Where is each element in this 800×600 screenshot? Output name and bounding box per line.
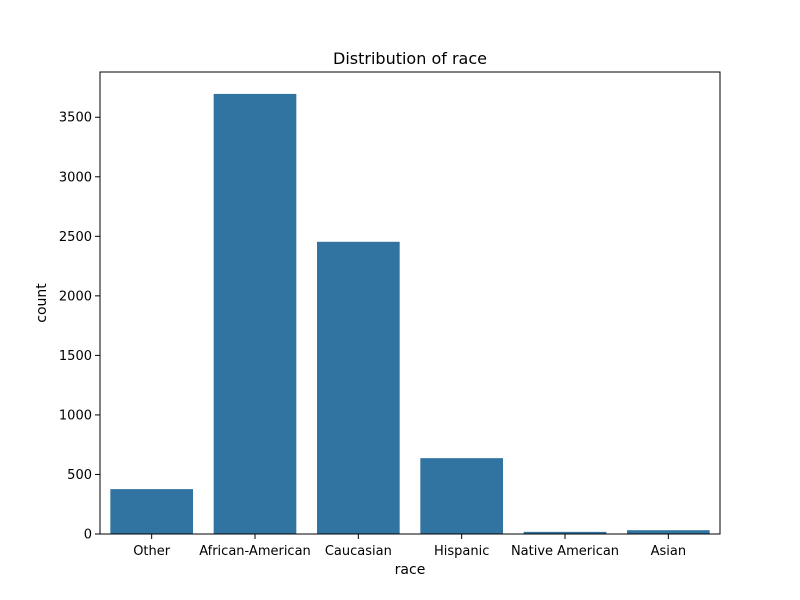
y-tick-label: 3000 (59, 170, 92, 185)
y-tick-label: 2000 (59, 289, 92, 304)
bar-native-american (523, 531, 607, 534)
y-tick-label: 2500 (59, 230, 92, 245)
x-tick-label: Asian (651, 544, 686, 559)
y-tick-label: 1000 (59, 408, 92, 423)
y-axis: 0 500 1000 1500 2000 2500 3000 3500 (59, 111, 100, 543)
y-tick-label: 3500 (59, 111, 92, 126)
x-tick-label: Caucasian (325, 544, 392, 559)
x-tick-label: Other (133, 544, 171, 559)
y-tick-label: 500 (67, 468, 92, 483)
chart-title: Distribution of race (333, 49, 487, 68)
bar-african-american (213, 93, 297, 535)
bars-group (110, 93, 710, 535)
y-axis-label: count (34, 283, 50, 323)
y-tick-label: 0 (84, 528, 92, 543)
bar-other (110, 489, 193, 534)
bar-hispanic (420, 458, 503, 534)
x-axis: Other African-American Caucasian Hispanic Na… (133, 534, 686, 559)
x-tick-label: Native American (511, 544, 619, 559)
x-axis-label: race (395, 562, 426, 578)
y-tick-label: 1500 (59, 349, 92, 364)
bar-caucasian (317, 241, 400, 534)
x-tick-label: African-American (199, 544, 311, 559)
plot-frame (99, 71, 721, 535)
bar-asian (627, 530, 710, 534)
x-tick-label: Hispanic (434, 544, 489, 559)
